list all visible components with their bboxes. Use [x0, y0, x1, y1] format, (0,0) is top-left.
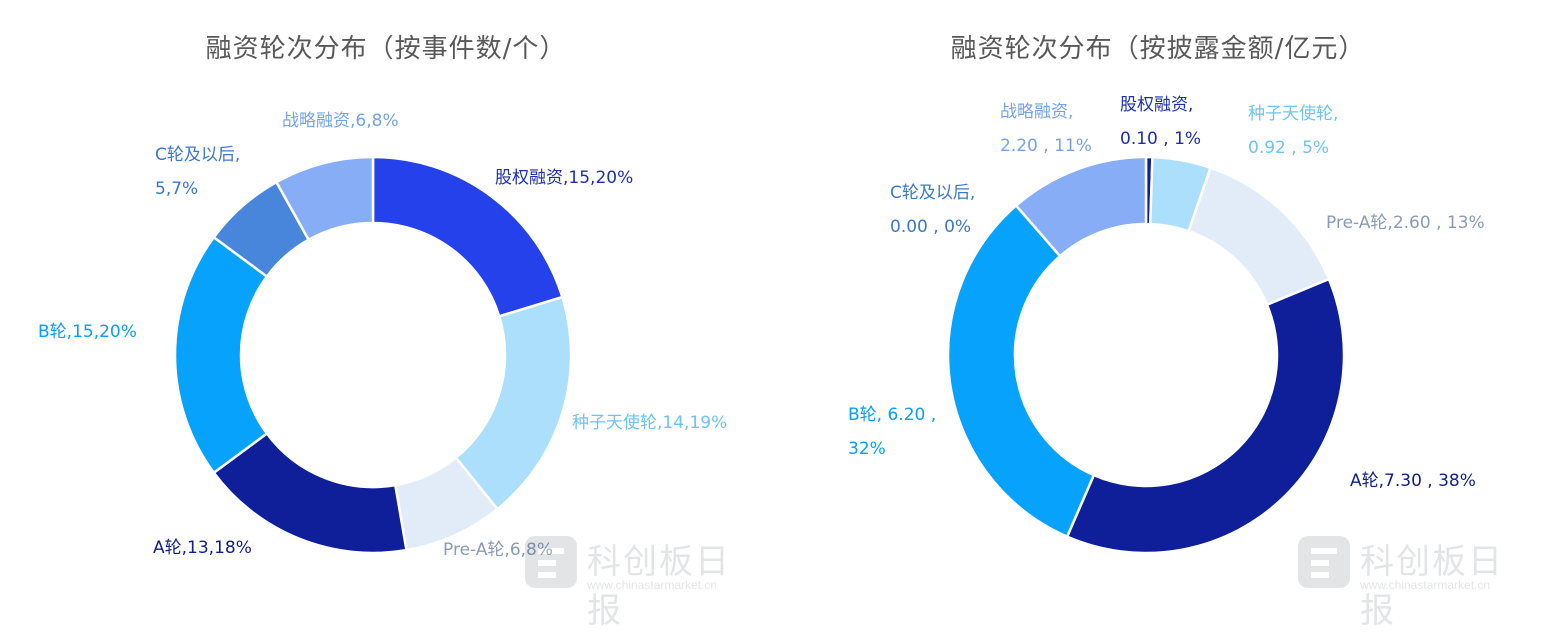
data-label-股权融资: 股权融资, 0.10 , 1% [1120, 95, 1201, 149]
data-label-B轮: B轮,15,20% [38, 322, 137, 342]
chart-left: 融资轮次分布（按事件数/个） 股权融资,15,20% 种子天使轮,14,19% Pr… [0, 0, 772, 631]
data-label-股权融资: 股权融资,15,20% [495, 168, 633, 188]
data-label-战略融资: 战略融资, 2.20 , 11% [1000, 102, 1092, 156]
donut-chart: 股权融资, 0.10 , 1% 种子天使轮, 0.92 , 5% Pre-A轮,2.60… [848, 95, 1485, 555]
data-label-C轮及以后: C轮及以后, 5,7% [155, 145, 240, 199]
watermark-url: www.chinastarmarket.cn [1360, 578, 1491, 592]
slice-B轮 [173, 235, 269, 475]
data-label-种子天使轮: 种子天使轮,14,19% [572, 412, 727, 433]
data-label-Pre-A轮: Pre-A轮,2.60 , 13% [1326, 213, 1485, 233]
data-label-B轮: B轮, 6.20 , 32% [848, 405, 936, 459]
data-label-A轮: A轮,13,18% [153, 538, 252, 558]
donut-chart: 股权融资,15,20% 种子天使轮,14,19% Pre-A轮,6,8% A轮,13,… [38, 111, 727, 560]
slice-战略融资 [1014, 155, 1148, 258]
watermark: 科创板日报 www.chinastarmarket.cn [1298, 532, 1538, 631]
watermark-url: www.chinastarmarket.cn [587, 578, 718, 592]
watermark-logo-icon [1298, 536, 1350, 588]
slice-Pre-A轮 [1187, 166, 1331, 307]
slice-战略融资 [274, 155, 375, 242]
chart-right: 融资轮次分布（按披露金额/亿元） 股权融资, 0.10 , 1% 种子天使轮, 0.9… [772, 0, 1544, 631]
data-label-种子天使轮: 种子天使轮, 0.92 , 5% [1248, 103, 1338, 158]
data-label-Pre-A轮: Pre-A轮,6,8% [443, 540, 553, 560]
watermark-logo-icon [525, 536, 577, 588]
watermark: 科创板日报 www.chinastarmarket.cn [525, 532, 765, 631]
data-label-C轮及以后: C轮及以后, 0.00 , 0% [890, 183, 975, 237]
data-label-战略融资: 战略融资,6,8% [282, 111, 399, 131]
slice-A轮 [1065, 277, 1346, 555]
data-label-A轮: A轮,7.30 , 38% [1350, 471, 1476, 491]
chart-title: 融资轮次分布（按事件数/个） [205, 34, 567, 64]
slice-B轮 [946, 203, 1096, 539]
chart-title: 融资轮次分布（按披露金额/亿元） [950, 34, 1366, 64]
